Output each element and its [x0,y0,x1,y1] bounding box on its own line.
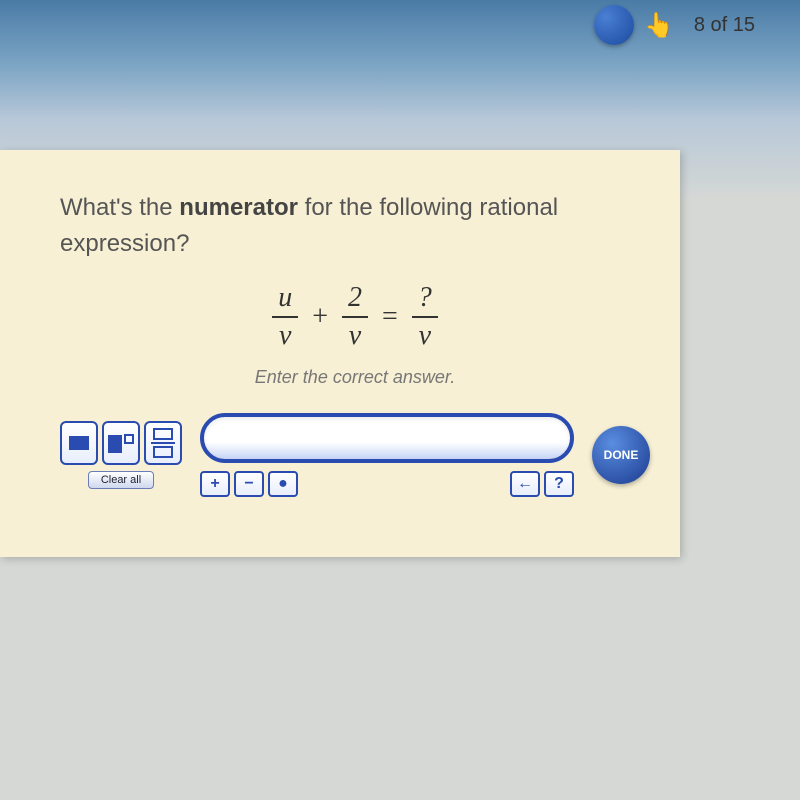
fraction-1-num: u [272,282,298,316]
instruction-text: Enter the correct answer. [60,367,650,388]
progress-indicator: 8 of 15 [694,14,755,37]
nav-tools: ← ? [510,471,574,497]
template-fraction[interactable] [144,421,182,465]
plus-button[interactable]: + [200,471,230,497]
fraction-3: ? v [412,282,438,352]
fraction-1: u v [272,282,298,352]
operator-plus: + [312,301,328,333]
operator-tools: + − ● [200,471,298,497]
fraction-1-den: v [273,318,297,352]
fraction-3-num: ? [412,282,438,316]
question-text: What's the numerator for the following r… [60,190,650,262]
help-button[interactable]: ? [544,471,574,497]
cursor-icon: 👆 [644,11,674,40]
question-keyword: numerator [179,194,298,221]
question-card: What's the numerator for the following r… [0,150,680,557]
minus-button[interactable]: − [234,471,264,497]
fraction-2-den: v [343,318,367,352]
template-palette [60,421,182,465]
nav-circle-button[interactable] [594,5,634,45]
backspace-button[interactable]: ← [510,471,540,497]
dot-button[interactable]: ● [268,471,298,497]
question-prefix: What's the [60,194,179,221]
fraction-2-num: 2 [342,282,368,316]
answer-input[interactable] [200,413,574,463]
done-button[interactable]: DONE [592,426,650,484]
clear-all-button[interactable]: Clear all [88,471,154,489]
fraction-3-den: v [413,318,437,352]
template-exponent[interactable] [102,421,140,465]
fraction-2: 2 v [342,282,368,352]
math-expression: u v + 2 v = ? v [264,282,446,352]
operator-equals: = [382,301,398,333]
template-single-box[interactable] [60,421,98,465]
